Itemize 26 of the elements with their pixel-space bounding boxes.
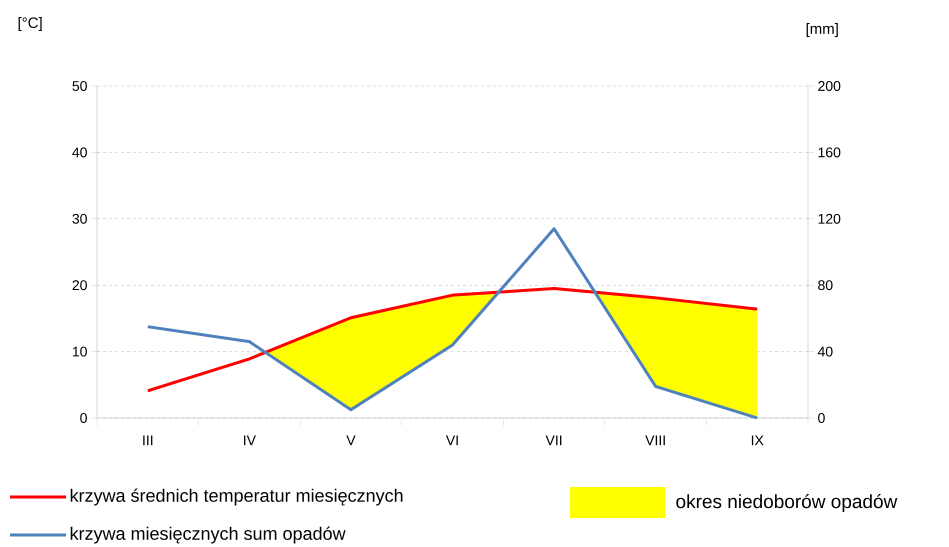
text: okres niedoborów opadów <box>676 494 898 512</box>
x-tick-label: IX <box>752 436 764 446</box>
y2-tick-label: 40 <box>818 346 833 357</box>
x-tick-label: V <box>346 436 356 446</box>
y-tick-label: 30 <box>72 214 87 224</box>
y-tick-label: 50 <box>72 81 87 91</box>
x-tick-label: VIII <box>645 436 665 446</box>
y2-tick-label: 80 <box>818 280 833 290</box>
legend-label: krzywa średnich temperatur miesięcznych <box>70 488 402 506</box>
x-tick-label: VI <box>446 436 458 446</box>
line-series <box>146 287 759 392</box>
y2-tick-label: 200 <box>818 81 840 91</box>
line-series <box>146 227 759 420</box>
x-tick-label: VII <box>546 436 562 446</box>
y2-tick-label: 120 <box>818 214 840 224</box>
y-tick-label: 10 <box>72 346 87 357</box>
y-tick-label: 20 <box>72 280 87 290</box>
y2-tick-label: 160 <box>818 147 840 158</box>
y2-axis-title: [mm] <box>806 23 838 37</box>
y2-tick-label: 0 <box>818 413 825 423</box>
x-tick-label: III <box>143 436 152 446</box>
y-tick-label: 0 <box>80 413 87 423</box>
legend-label: krzywa miesięcznych sum opadów <box>70 526 346 544</box>
y-tick-label: 40 <box>72 147 87 158</box>
x-tick-label: IV <box>244 436 256 446</box>
y-axis-title: [°C] <box>18 17 42 31</box>
